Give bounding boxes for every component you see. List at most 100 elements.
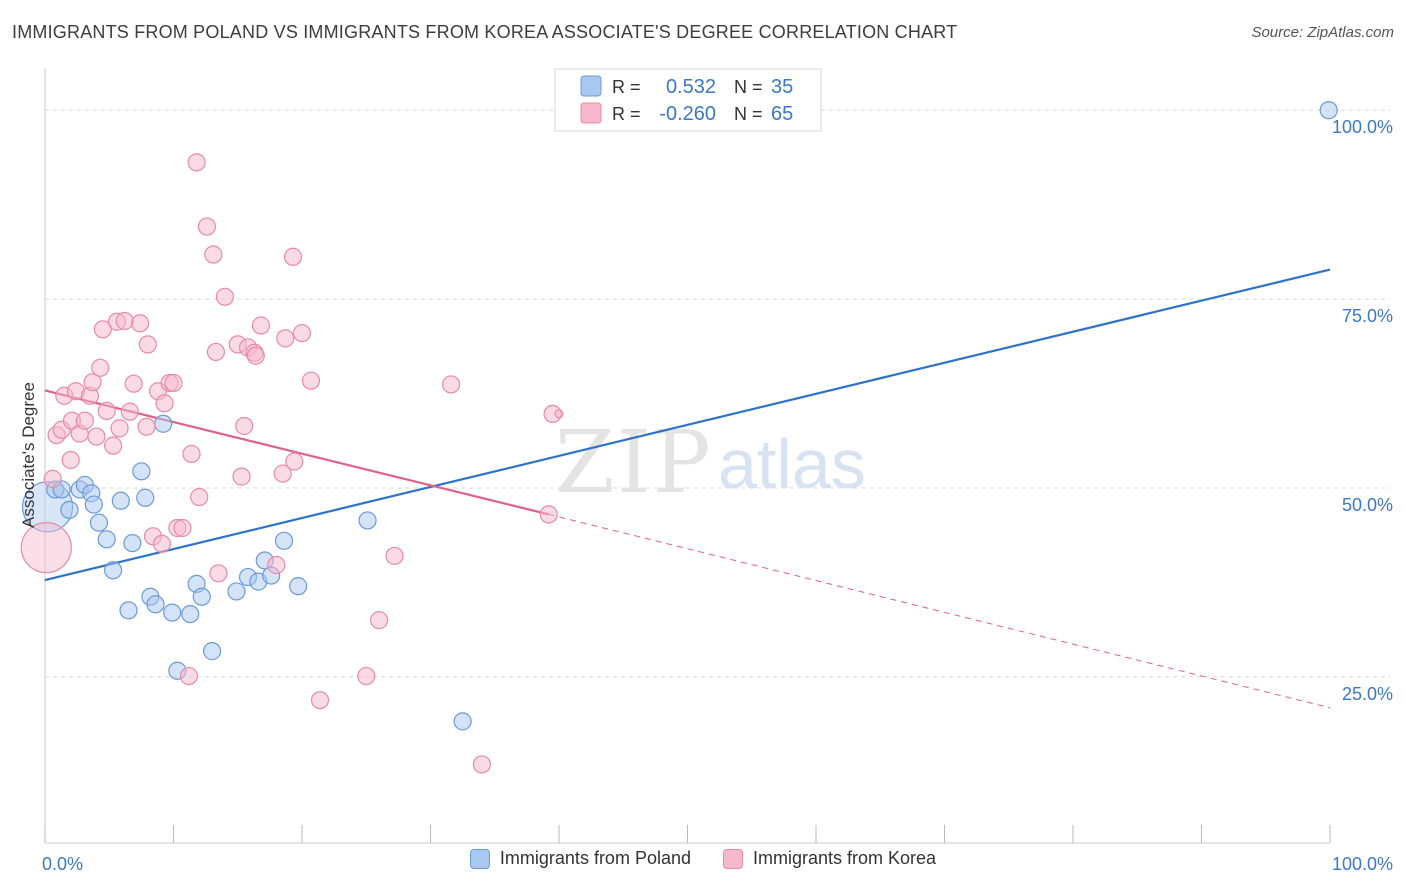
trend-line-korea-extrapolated: [548, 513, 1331, 709]
point-korea: [104, 436, 123, 455]
point-poland: [202, 642, 222, 661]
point-poland: [274, 531, 294, 550]
point-korea: [187, 153, 206, 172]
point-poland: [119, 601, 138, 620]
point-korea: [273, 464, 292, 483]
y-tick-label: 50.0%: [1342, 495, 1393, 515]
y-tick-label: 75.0%: [1342, 306, 1393, 326]
chart-title: IMMIGRANTS FROM POLAND VS IMMIGRANTS FRO…: [12, 22, 958, 42]
stats-r-value: 0.532: [666, 76, 716, 98]
point-korea: [190, 487, 209, 507]
point-poland: [146, 595, 165, 614]
legend-item-poland[interactable]: Immigrants from Poland: [469, 848, 691, 869]
point-poland: [136, 488, 155, 507]
watermark-atlas: atlas: [718, 425, 866, 503]
legend-swatch-korea: [723, 848, 743, 869]
point-poland: [227, 582, 246, 601]
x-tick-label: 0.0%: [42, 854, 83, 874]
stats-r-value: -0.260: [659, 103, 716, 125]
point-korea: [235, 416, 254, 436]
legend-swatch-poland: [469, 848, 490, 869]
point-korea: [152, 534, 172, 553]
point-poland: [192, 587, 211, 606]
point-korea: [246, 346, 265, 365]
stats-n-label: N =: [734, 77, 763, 97]
point-korea: [110, 419, 129, 438]
point-korea: [206, 342, 226, 362]
point-korea: [138, 335, 157, 354]
stats-n-label: N =: [734, 104, 763, 124]
point-korea: [283, 247, 303, 266]
point-korea: [93, 320, 112, 339]
point-korea: [276, 329, 295, 348]
point-korea: [370, 611, 389, 630]
point-poland: [60, 500, 79, 519]
point-korea: [83, 373, 102, 392]
point-korea: [97, 401, 116, 420]
y-tick-label: 25.0%: [1342, 684, 1393, 704]
point-korea: [75, 411, 94, 430]
point-korea: [215, 287, 234, 306]
point-korea: [292, 323, 312, 343]
point-poland: [132, 462, 151, 481]
point-korea: [472, 755, 491, 774]
point-poland: [1319, 101, 1338, 120]
point-korea: [209, 564, 228, 583]
legend-label-korea: Immigrants from Korea: [753, 848, 937, 868]
stats-r-label: R =: [612, 77, 641, 97]
stats-n-value: 35: [771, 76, 793, 98]
point-korea: [285, 452, 304, 471]
point-korea: [91, 358, 110, 377]
point-poland: [111, 491, 130, 510]
gridlines: [45, 109, 1390, 678]
point-korea: [197, 217, 217, 236]
point-poland: [89, 513, 109, 532]
point-poland: [358, 511, 377, 530]
point-korea: [539, 505, 558, 524]
stats-box: R = 0.532 N = 35 R = -0.260 N = 65: [554, 68, 822, 132]
point-korea: [204, 245, 223, 264]
source-credit: Source: ZipAtlas.com: [1251, 24, 1394, 41]
trend-line-poland: [44, 268, 1331, 582]
point-poland: [123, 533, 142, 553]
point-korea: [137, 417, 156, 436]
point-poland: [453, 712, 472, 731]
y-axis-label: Associate's Degree: [19, 382, 38, 528]
legend-label-poland: Immigrants from Poland: [499, 848, 691, 868]
point-korea: [441, 375, 461, 394]
stats-r-label: R =: [612, 104, 641, 124]
legend-item-korea[interactable]: Immigrants from Korea: [723, 848, 936, 869]
point-korea: [164, 373, 183, 393]
y-tick-label: 100.0%: [1332, 117, 1393, 137]
stats-n-value: 65: [771, 103, 793, 125]
legend: Immigrants from Poland Immigrants from K…: [0, 848, 1406, 869]
watermark-zip: ZIP: [555, 413, 713, 513]
point-korea: [43, 469, 62, 488]
point-korea: [120, 402, 139, 421]
point-korea: [130, 314, 150, 333]
point-poland: [154, 414, 173, 433]
axes: 100.0% 75.0% 50.0% 25.0% 0.0% 100.0%: [42, 68, 1393, 874]
x-tick-label: 100.0%: [1332, 854, 1393, 874]
point-poland: [163, 603, 182, 622]
point-korea: [182, 444, 201, 464]
stats-swatch-korea: [580, 102, 602, 124]
point-poland: [181, 604, 200, 624]
point-korea: [179, 666, 199, 686]
point-korea: [173, 518, 192, 538]
point-korea: [124, 374, 143, 393]
point-korea: [232, 467, 251, 486]
point-poland: [84, 495, 103, 514]
point-korea: [357, 666, 376, 686]
point-korea: [385, 546, 404, 566]
point-korea: [267, 555, 286, 575]
point-korea: [301, 371, 321, 390]
point-korea: [20, 522, 72, 574]
point-korea: [155, 394, 174, 413]
data-points: [20, 101, 1338, 774]
point-korea: [115, 311, 134, 331]
stats-swatch-poland: [580, 75, 602, 97]
point-poland: [289, 577, 308, 596]
point-korea: [87, 427, 106, 446]
